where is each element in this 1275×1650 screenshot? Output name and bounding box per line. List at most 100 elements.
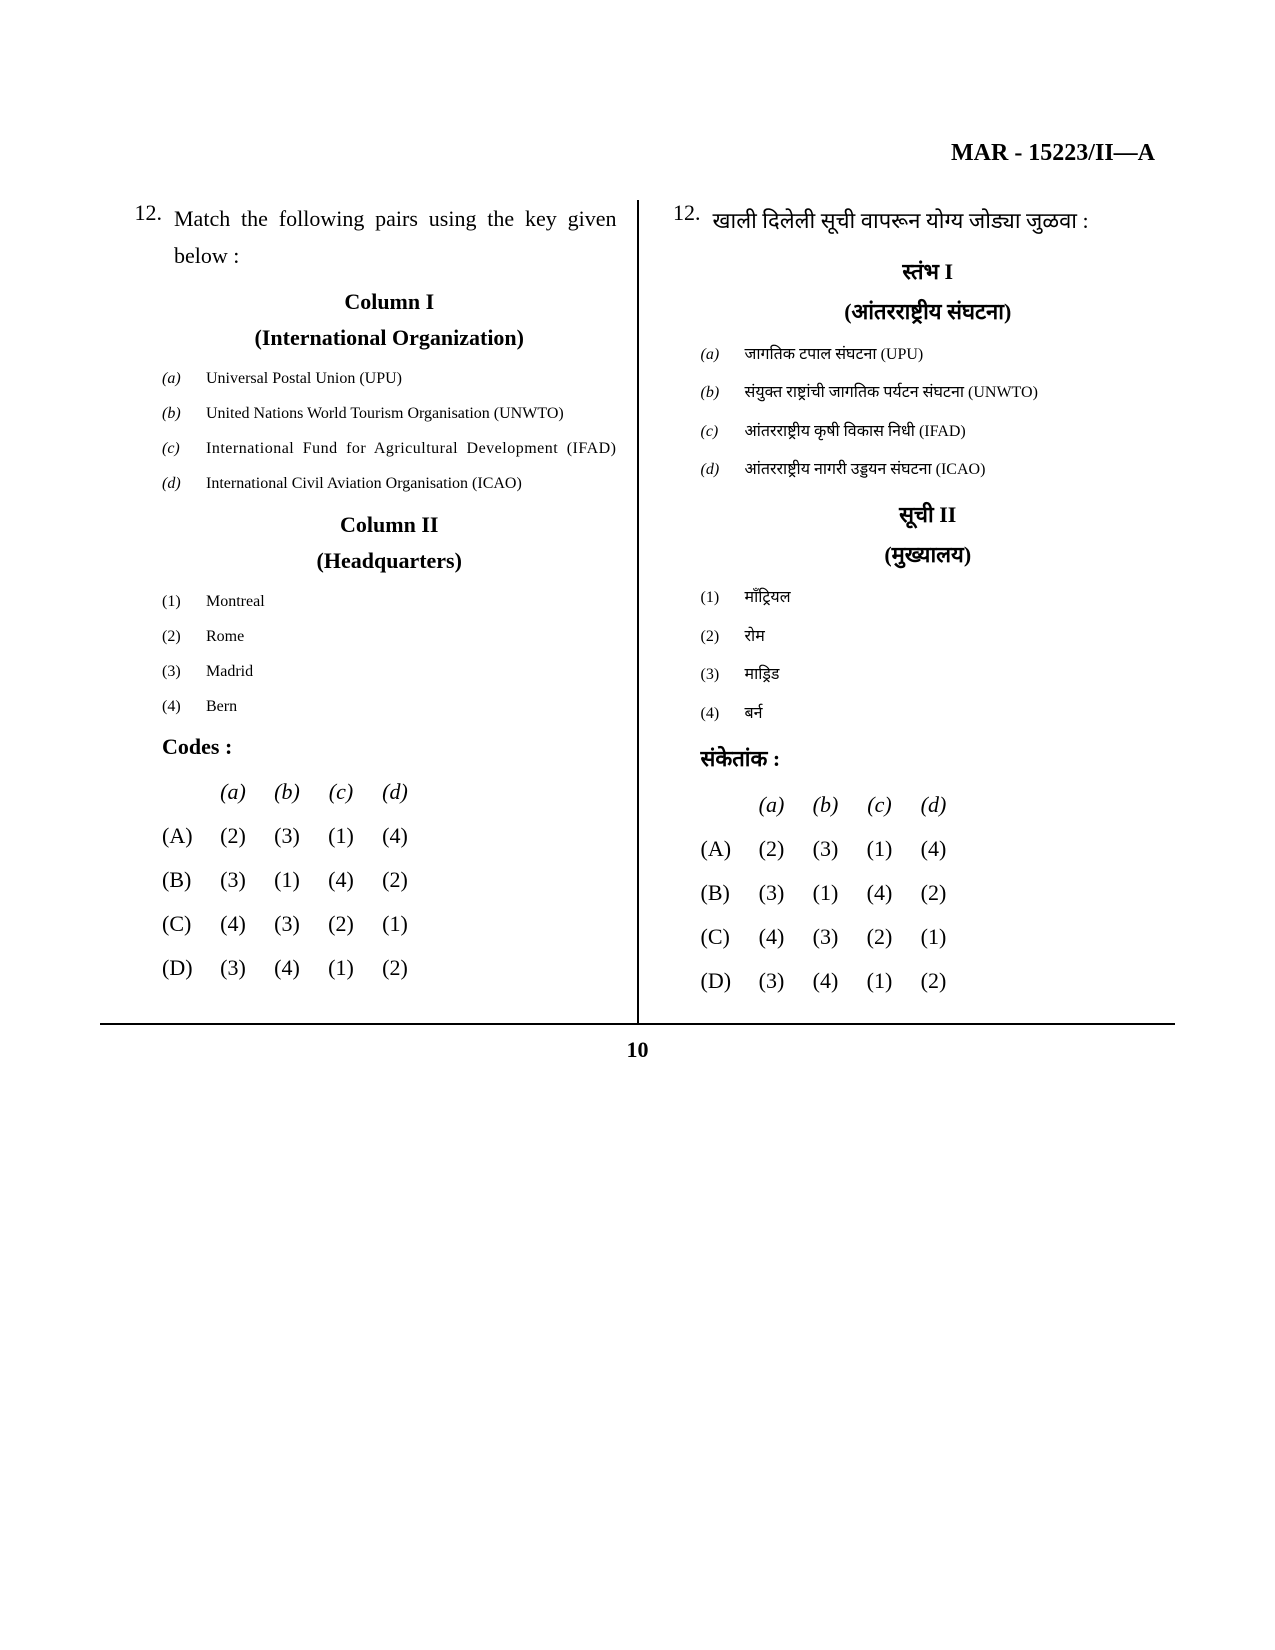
codes-cell: (3) (206, 946, 260, 990)
codes-cell: (2) (907, 871, 961, 915)
codes-cell: (2) (853, 915, 907, 959)
item-text: आंतरराष्ट्रीय कृषी विकास निधी (IFAD) (745, 417, 1156, 447)
item-text: जागतिक टपाल संघटना (UPU) (745, 340, 1156, 370)
item-label: (a) (701, 340, 745, 370)
codes-cell: (3) (260, 902, 314, 946)
list-item: (d) आंतरराष्ट्रीय नागरी उड्डयन संघटना (I… (701, 455, 1156, 485)
list-item: (4) Bern (162, 693, 617, 720)
item-label: (b) (701, 378, 745, 408)
codes-cell: (2) (745, 827, 799, 871)
question-text: खाली दिलेली सूची वापरून योग्य जोड्या जुळ… (713, 200, 1156, 242)
codes-row: (A) (2) (3) (1) (4) (162, 814, 617, 858)
codes-cell: (1) (314, 946, 368, 990)
item-label: (c) (162, 435, 206, 462)
codes-cell: (2) (206, 814, 260, 858)
codes-label: Codes : (162, 734, 617, 760)
item-label: (d) (701, 455, 745, 485)
item-text: Universal Postal Union (UPU) (206, 365, 617, 392)
codes-row-label: (D) (701, 959, 745, 1003)
question-number: 12. (659, 200, 713, 226)
codes-cell: (2) (314, 902, 368, 946)
item-text: International Civil Aviation Organisatio… (206, 470, 617, 497)
codes-row: (B) (3) (1) (4) (2) (701, 871, 1156, 915)
codes-cell: (1) (853, 827, 907, 871)
codes-header-cell: (d) (368, 770, 422, 814)
list-item: (3) Madrid (162, 658, 617, 685)
item-text: Rome (206, 623, 617, 650)
item-text: United Nations World Tourism Organisatio… (206, 400, 617, 427)
codes-header-row: (a) (b) (c) (d) (745, 783, 1156, 827)
page-number: 10 (100, 1037, 1175, 1063)
item-label: (4) (162, 693, 206, 720)
codes-row: (D) (3) (4) (1) (2) (701, 959, 1156, 1003)
item-text: Montreal (206, 588, 617, 615)
content-columns: 12. Match the following pairs using the … (100, 200, 1175, 1025)
codes-cell: (4) (799, 959, 853, 1003)
column-marathi: 12. खाली दिलेली सूची वापरून योग्य जोड्या… (639, 200, 1176, 1023)
codes-cell: (4) (206, 902, 260, 946)
codes-header-cell: (b) (799, 783, 853, 827)
item-label: (2) (701, 622, 745, 652)
codes-cell: (1) (799, 871, 853, 915)
codes-cell: (2) (907, 959, 961, 1003)
question-body: Match the following pairs using the key … (174, 200, 617, 275)
column2-subtitle: (मुख्यालय) (701, 539, 1156, 569)
list-item: (1) माँट्रियल (701, 583, 1156, 613)
item-text: माड्रिड (745, 660, 1156, 690)
list-item: (3) माड्रिड (701, 660, 1156, 690)
list-item: (1) Montreal (162, 588, 617, 615)
codes-header-cell: (c) (314, 770, 368, 814)
codes-cell: (2) (368, 858, 422, 902)
question-text: Match the following pairs using the key … (174, 200, 617, 275)
column1-subtitle: (International Organization) (162, 325, 617, 351)
codes-table: (a) (b) (c) (d) (A) (2) (3) (1) (4) (B) (162, 770, 617, 990)
item-label: (2) (162, 623, 206, 650)
codes-cell: (3) (745, 959, 799, 1003)
codes-row: (C) (4) (3) (2) (1) (701, 915, 1156, 959)
list-item: (b) संयुक्त राष्ट्रांची जागतिक पर्यटन सं… (701, 378, 1156, 408)
codes-cell: (3) (260, 814, 314, 858)
question-row: 12. Match the following pairs using the … (120, 200, 617, 275)
codes-row: (A) (2) (3) (1) (4) (701, 827, 1156, 871)
column2-title: सूची II (701, 499, 1156, 529)
question-content: Column I (International Organization) (a… (162, 289, 617, 991)
codes-cell: (3) (745, 871, 799, 915)
column2-subtitle: (Headquarters) (162, 548, 617, 574)
codes-row-label: (A) (162, 814, 206, 858)
item-text: आंतरराष्ट्रीय नागरी उड्डयन संघटना (ICAO) (745, 455, 1156, 485)
codes-row-label: (A) (701, 827, 745, 871)
list-item: (a) Universal Postal Union (UPU) (162, 365, 617, 392)
codes-row: (C) (4) (3) (2) (1) (162, 902, 617, 946)
codes-cell: (1) (853, 959, 907, 1003)
question-number: 12. (120, 200, 174, 226)
column1-title: स्तंभ I (701, 256, 1156, 286)
codes-cell: (1) (368, 902, 422, 946)
item-label: (3) (162, 658, 206, 685)
codes-table: (a) (b) (c) (d) (A) (2) (3) (1) (4) (B) (701, 783, 1156, 1003)
list-item: (a) जागतिक टपाल संघटना (UPU) (701, 340, 1156, 370)
codes-cell: (1) (260, 858, 314, 902)
list-item: (b) United Nations World Tourism Organis… (162, 400, 617, 427)
codes-row-label: (C) (162, 902, 206, 946)
codes-header-row: (a) (b) (c) (d) (206, 770, 617, 814)
codes-cell: (1) (314, 814, 368, 858)
item-text: रोम (745, 622, 1156, 652)
codes-cell: (3) (799, 827, 853, 871)
list-item: (2) रोम (701, 622, 1156, 652)
codes-row-label: (C) (701, 915, 745, 959)
list-item: (d) International Civil Aviation Organis… (162, 470, 617, 497)
item-text: Bern (206, 693, 617, 720)
codes-cell: (4) (745, 915, 799, 959)
list-item: (2) Rome (162, 623, 617, 650)
item-label: (1) (701, 583, 745, 613)
list-item: (c) आंतरराष्ट्रीय कृषी विकास निधी (IFAD) (701, 417, 1156, 447)
codes-cell: (2) (368, 946, 422, 990)
codes-cell: (4) (314, 858, 368, 902)
item-text: Madrid (206, 658, 617, 685)
codes-row-label: (B) (162, 858, 206, 902)
codes-cell: (4) (907, 827, 961, 871)
item-label: (c) (701, 417, 745, 447)
codes-cell: (3) (799, 915, 853, 959)
codes-header-cell: (b) (260, 770, 314, 814)
list-item: (4) बर्न (701, 699, 1156, 729)
